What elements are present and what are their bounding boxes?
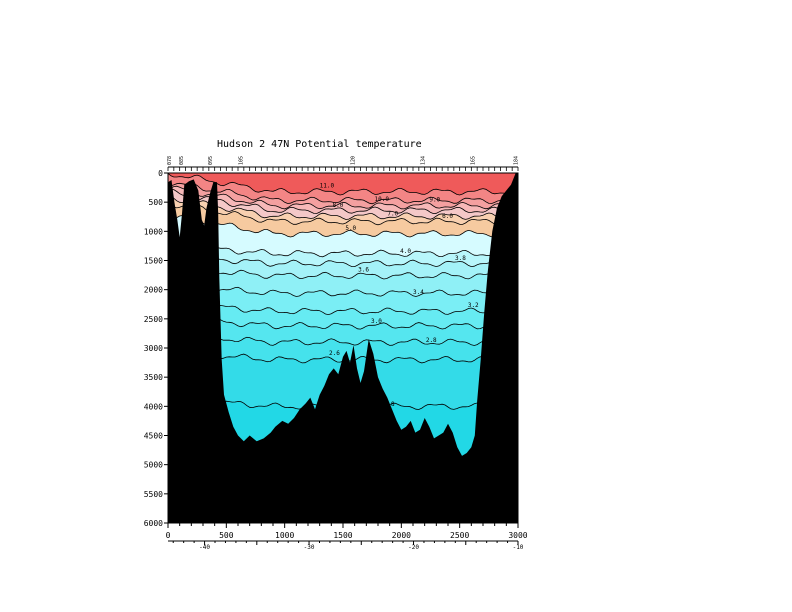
contour-label: 3.0 [371, 318, 382, 325]
contour-label: 6.0 [442, 213, 453, 220]
contour-4.0 [168, 242, 518, 258]
x-tick-label: 500 [219, 531, 234, 540]
contour-label: 4.0 [400, 248, 411, 255]
contour-label: 8.0 [333, 202, 344, 209]
contour-3.4 [168, 284, 518, 297]
x-tick-label: 1000 [275, 531, 294, 540]
y-tick-label: 4500 [144, 432, 163, 441]
y-tick-label: 3500 [144, 373, 163, 382]
contour-label: 7.0 [387, 211, 398, 218]
station-label: 095 [208, 156, 214, 165]
contour-label: 3.2 [468, 302, 479, 309]
contour-label: 2.6 [329, 350, 340, 357]
y-tick-label: 5000 [144, 461, 163, 470]
station-label: 184 [514, 156, 520, 165]
y-tick-label: 0 [158, 169, 163, 178]
contour-label: 2.8 [426, 337, 437, 344]
x-tick-label: 2000 [392, 531, 411, 540]
contour-label: 11.0 [320, 182, 335, 189]
lon-tick-label: -10 [513, 544, 524, 551]
station-label: 165 [471, 156, 477, 165]
lon-tick-label: -40 [199, 544, 210, 551]
x-tick-label: 2500 [450, 531, 469, 540]
contour-8.0 [168, 188, 518, 215]
contour-3.2 [168, 300, 518, 316]
x-tick-label: 1500 [333, 531, 352, 540]
longitude-axis: -40 -30 -20 -10 [168, 540, 524, 551]
contour-2.8 [168, 332, 518, 346]
contour-lines [168, 173, 518, 411]
contour-7.0 [168, 194, 518, 220]
y-tick-label: 2000 [144, 286, 163, 295]
station-label: 085 [179, 156, 185, 165]
lon-tick-label: -20 [408, 544, 419, 551]
contour-label: 5.0 [345, 225, 356, 232]
contour-3.8 [168, 252, 518, 268]
contour-labels: 11.0 10.0 9.0 8.0 7.0 6.0 5.0 4.0 3.8 3.6 3.4 3.2 3.… [320, 182, 479, 408]
contour-label: 3.4 [413, 289, 424, 296]
contour-label: 9.0 [429, 196, 440, 203]
x-axis: 0 500 1000 1500 2000 2500 3000 [166, 523, 528, 540]
station-label: 078 [167, 156, 173, 165]
y-tick-label: 1500 [144, 257, 163, 266]
seafloor-bathymetry [168, 173, 518, 523]
contour-label: 3.6 [358, 267, 369, 274]
contour-6.0 [168, 202, 518, 226]
contour-10.0 [168, 182, 518, 205]
top-station-axis: 078 085 095 105 120 134 165 184 [167, 156, 520, 171]
y-tick-label: 6000 [144, 519, 163, 528]
y-axis: 0 500 1000 1500 2000 2500 3000 3500 4000 4500 5000… [144, 169, 168, 528]
contour-label: 10.0 [375, 196, 390, 203]
chart-title: Hudson 2 47N Potential temperature [217, 139, 422, 150]
y-tick-label: 5500 [144, 490, 163, 499]
y-tick-label: 3000 [144, 344, 163, 353]
station-label: 105 [238, 156, 244, 165]
contour-5.0 [168, 215, 518, 238]
y-tick-label: 2500 [144, 315, 163, 324]
contour-9.0 [168, 185, 518, 210]
contour-11.0 [168, 173, 518, 196]
band-11.0 [168, 173, 518, 195]
station-label: 120 [350, 156, 356, 165]
x-tick-label: 3000 [508, 531, 527, 540]
station-label: 134 [420, 156, 426, 165]
contour-label: 3.8 [455, 255, 466, 262]
lon-tick-label: -30 [304, 544, 315, 551]
y-tick-label: 4000 [144, 402, 163, 411]
contour-3.0 [168, 315, 518, 330]
y-tick-label: 1000 [144, 227, 163, 236]
y-tick-label: 500 [149, 198, 164, 207]
x-tick-label: 0 [166, 531, 171, 540]
contour-3.6 [168, 266, 518, 280]
